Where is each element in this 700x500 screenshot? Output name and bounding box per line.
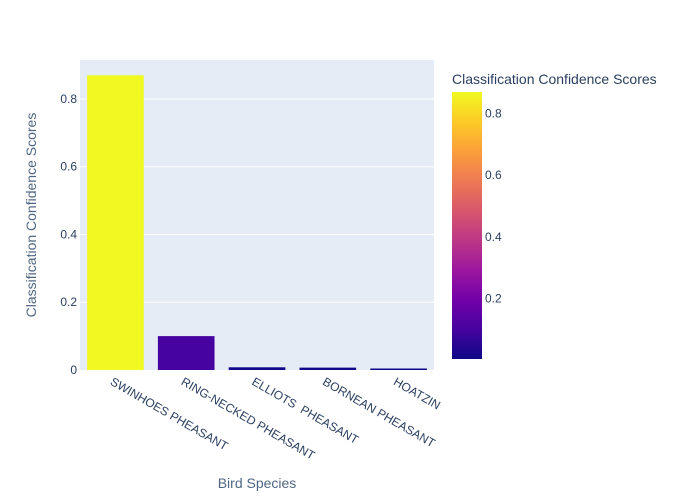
x-tick-label: SWINHOES PHEASANT <box>108 374 231 453</box>
y-tick-label: 0.4 <box>60 227 77 241</box>
x-axis-title: Bird Species <box>218 475 297 491</box>
y-axis-ticks: 0 0.2 0.4 0.6 0.8 <box>60 92 77 377</box>
x-tick-label: BORNEAN PHEASANT <box>320 374 438 450</box>
bar-elliots-pheasant <box>228 367 286 370</box>
bar-ring-necked-pheasant <box>157 336 215 370</box>
y-tick-label: 0 <box>70 363 77 377</box>
bar-bornean-pheasant <box>299 367 357 370</box>
colorbar-title: Classification Confidence Scores <box>452 71 657 87</box>
bars <box>87 75 427 370</box>
y-axis-title: Classification Confidence Scores <box>23 113 39 318</box>
colorbar-ticks: 0.2 0.4 0.6 0.8 <box>485 107 502 306</box>
bar-hoatzin <box>370 368 427 370</box>
y-tick-label: 0.8 <box>60 92 77 106</box>
y-tick-label: 0.2 <box>60 295 77 309</box>
y-tick-label: 0.6 <box>60 160 77 174</box>
colorbar-tick-label: 0.6 <box>485 168 502 182</box>
bar-swinhoes-pheasant <box>87 75 144 370</box>
colorbar-tick-label: 0.8 <box>485 107 502 121</box>
colorbar-tick-label: 0.2 <box>485 292 502 306</box>
colorbar <box>452 92 482 359</box>
colorbar-tick-label: 0.4 <box>485 230 502 244</box>
x-tick-label: RING-NECKED PHEASANT <box>179 374 318 462</box>
x-tick-label: HOATZIN <box>391 374 443 412</box>
